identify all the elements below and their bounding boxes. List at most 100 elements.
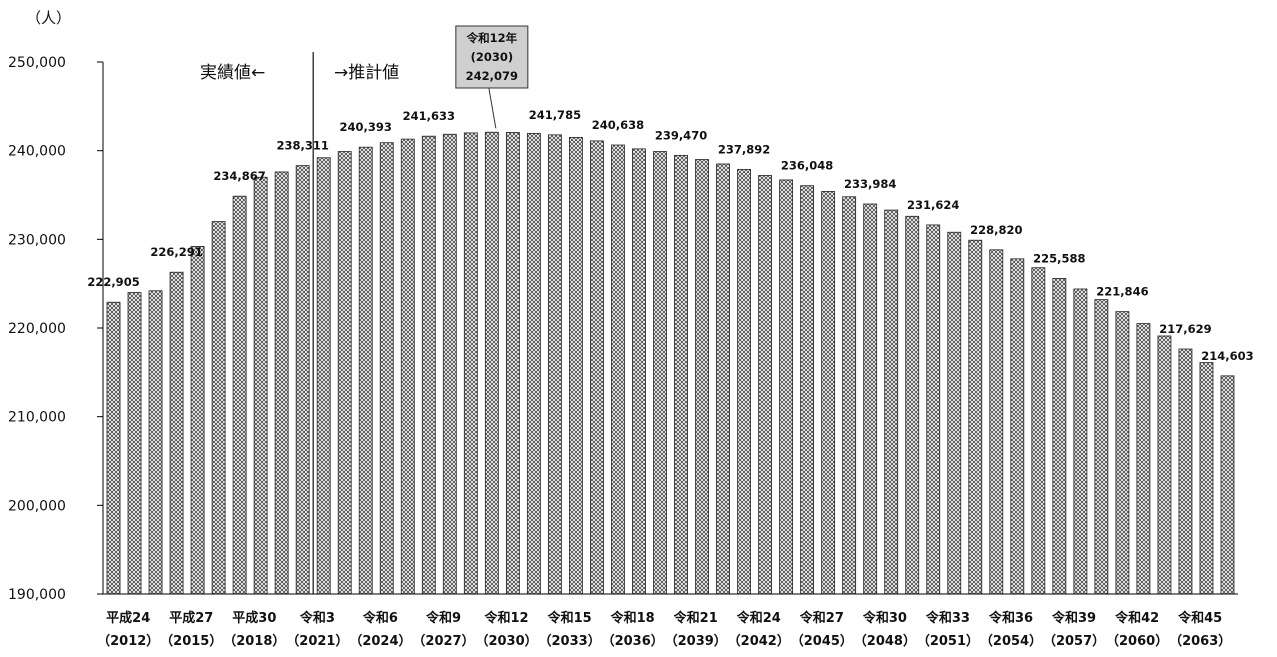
- bar: [274, 171, 289, 595]
- bar: [842, 196, 857, 595]
- data-label-group: 222,905 226,291 234,867 238,311 240,393 241,6…: [87, 108, 1253, 363]
- x-tick-label: 平成30: [232, 610, 276, 626]
- x-tick-label: 平成24: [106, 610, 150, 626]
- bar: [779, 179, 794, 595]
- bar: [821, 191, 836, 595]
- y-tick-label: 190,000: [8, 587, 66, 603]
- x-tick-label: 令和9: [426, 610, 461, 626]
- data-label: 234,867: [213, 169, 265, 183]
- x-tick-label: 令和39: [1052, 610, 1096, 626]
- x-tick-year-label: （2042）: [728, 633, 790, 649]
- bar: [442, 133, 457, 595]
- x-tick-year-label: （2027）: [412, 633, 474, 649]
- bar: [547, 134, 562, 595]
- bar: [737, 168, 751, 595]
- bar: [463, 132, 478, 595]
- x-tick-label: 令和45: [1178, 610, 1222, 626]
- x-tick-label: 令和6: [363, 610, 398, 626]
- x-tick-year-label: （2018）: [223, 633, 285, 649]
- bar: [695, 159, 709, 595]
- x-tick-year-label: （2030）: [475, 633, 537, 649]
- bar: [1115, 311, 1130, 595]
- data-label: 241,633: [403, 109, 455, 123]
- y-tick-label: 240,000: [8, 144, 66, 160]
- x-tick-year-label: （2057）: [1043, 633, 1105, 649]
- callout-era-label: 令和12年: [466, 31, 518, 45]
- y-tick-label: 210,000: [8, 410, 66, 426]
- bar: [106, 301, 121, 595]
- bar: [1220, 375, 1235, 595]
- bar: [863, 203, 878, 595]
- data-label: 236,048: [781, 159, 833, 173]
- bar: [674, 154, 688, 595]
- x-tick-label: 令和30: [863, 610, 907, 626]
- data-label: 217,629: [1159, 322, 1211, 336]
- data-label: 238,311: [276, 139, 328, 153]
- x-tick-year-label: （2024）: [349, 633, 411, 649]
- peak-callout: 令和12年 (2030) 242,079: [455, 25, 529, 129]
- data-label: 240,638: [592, 118, 644, 132]
- bar: [127, 292, 142, 595]
- bar: [989, 249, 1004, 595]
- x-tick-year-label: （2036）: [602, 633, 664, 649]
- bar: [379, 142, 394, 595]
- bar: [1094, 299, 1109, 595]
- x-tick-year-label: （2063）: [1169, 633, 1231, 649]
- x-tick-year-label: （2060）: [1106, 633, 1168, 649]
- bar: [400, 138, 415, 595]
- bar: [232, 195, 247, 595]
- x-tick-year-label: （2054）: [980, 633, 1042, 649]
- data-label: 241,785: [529, 108, 581, 122]
- x-tick-label: 平成27: [169, 610, 213, 626]
- data-label: 221,846: [1096, 285, 1148, 299]
- bar: [800, 185, 815, 595]
- x-tick-year-label: （2051）: [917, 633, 979, 649]
- data-label: 233,984: [844, 177, 896, 191]
- y-tick-label: 200,000: [8, 498, 66, 514]
- bar: [611, 144, 625, 595]
- x-tick-label: 令和24: [737, 610, 781, 626]
- x-tick-year-label: （2039）: [665, 633, 727, 649]
- bar: [1178, 348, 1193, 595]
- bar: [926, 224, 941, 595]
- bar: [758, 175, 773, 595]
- bar: [632, 148, 646, 595]
- data-label: 231,624: [907, 198, 959, 212]
- bar: [358, 146, 373, 595]
- bar: [1199, 362, 1214, 595]
- data-label: 226,291: [150, 245, 202, 259]
- bar: [716, 163, 730, 595]
- x-tick-year-label: （2033）: [539, 633, 601, 649]
- bar: [1136, 323, 1151, 595]
- x-tick-label: 令和27: [800, 610, 844, 626]
- bar: [905, 215, 920, 595]
- bar: [190, 246, 205, 595]
- bar: [653, 151, 667, 595]
- actual-values-annotation: 実績値←: [200, 63, 265, 83]
- x-tick-year-label: （2012）: [97, 633, 159, 649]
- bar: [1031, 267, 1046, 595]
- callout-year-label: (2030): [471, 50, 514, 64]
- data-label: 214,603: [1201, 349, 1253, 363]
- x-tick-label: 令和33: [926, 610, 970, 626]
- bar: [947, 231, 962, 595]
- bar: [505, 132, 520, 595]
- bar: [1052, 278, 1067, 595]
- x-tick-label: 令和21: [674, 610, 718, 626]
- data-label: 225,588: [1033, 251, 1085, 265]
- bar: [884, 209, 899, 595]
- bar: [316, 157, 331, 595]
- x-tick-year-label: （2048）: [854, 633, 916, 649]
- bar: [1157, 335, 1172, 595]
- data-label: 237,892: [718, 142, 770, 156]
- bar: [169, 271, 184, 595]
- data-label: 239,470: [655, 128, 707, 142]
- x-tick-label: 令和3: [300, 610, 335, 626]
- callout-box: [455, 25, 529, 89]
- forecast-values-annotation: →推計値: [334, 63, 399, 83]
- data-label: 240,393: [340, 120, 392, 134]
- callout-leader-line: [488, 87, 497, 129]
- y-tick-label: 220,000: [8, 321, 66, 337]
- bar: [1010, 258, 1025, 595]
